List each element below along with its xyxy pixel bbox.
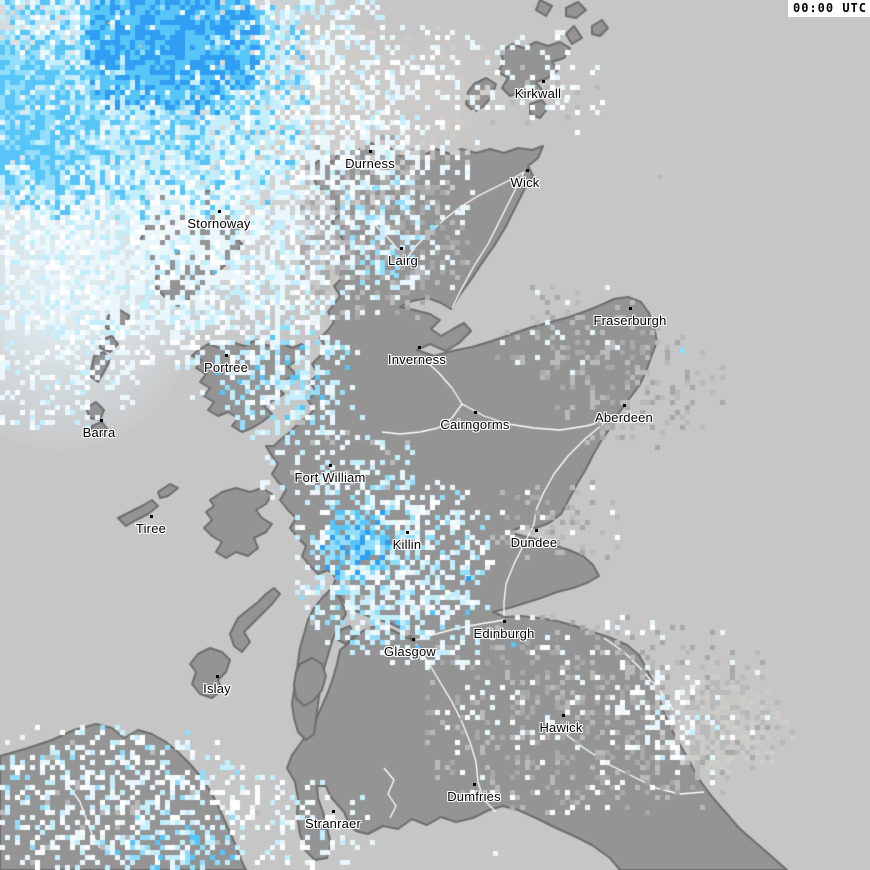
city-label: Killin: [392, 537, 422, 552]
city-label: Barra: [82, 425, 116, 440]
city-label: Kirkwall: [514, 86, 562, 101]
city-label: Fort William: [294, 470, 366, 485]
city-dot: [150, 515, 153, 518]
city-label: Edinburgh: [473, 626, 535, 641]
city-dot: [406, 531, 409, 534]
city-dot: [562, 714, 565, 717]
city-dot: [412, 638, 415, 641]
city-dot: [526, 169, 529, 172]
city-dot: [474, 411, 477, 414]
city-label: Stranraer: [305, 816, 361, 831]
city-label: Wick: [510, 175, 540, 190]
city-dot: [629, 307, 632, 310]
city-label: Stornoway: [187, 216, 251, 231]
city-dot: [400, 247, 403, 250]
city-label: Cairngorms: [440, 417, 510, 432]
city-dot: [542, 80, 545, 83]
city-label: Tiree: [135, 521, 167, 536]
city-label: Glasgow: [384, 644, 436, 659]
city-label: Aberdeen: [595, 410, 653, 425]
city-dot: [216, 675, 219, 678]
city-label: Lairg: [388, 253, 418, 268]
city-label: Inverness: [387, 352, 447, 367]
city-label: Durness: [345, 156, 395, 171]
city-dot: [332, 810, 335, 813]
city-label: Fraserburgh: [593, 313, 667, 328]
city-dot: [535, 529, 538, 532]
city-dot: [369, 150, 372, 153]
city-dot: [503, 620, 506, 623]
city-dot: [473, 783, 476, 786]
city-dot: [418, 346, 421, 349]
city-dot: [623, 404, 626, 407]
city-dot: [218, 210, 221, 213]
city-label: Hawick: [539, 720, 583, 735]
city-label: Islay: [203, 681, 231, 696]
city-label: Dumfries: [447, 789, 501, 804]
timestamp-badge: 00:00 UTC: [787, 0, 870, 17]
city-label: Dundee: [510, 535, 558, 550]
city-dot: [329, 464, 332, 467]
city-label: Portree: [203, 360, 249, 375]
city-dot: [100, 419, 103, 422]
city-dot: [225, 354, 228, 357]
